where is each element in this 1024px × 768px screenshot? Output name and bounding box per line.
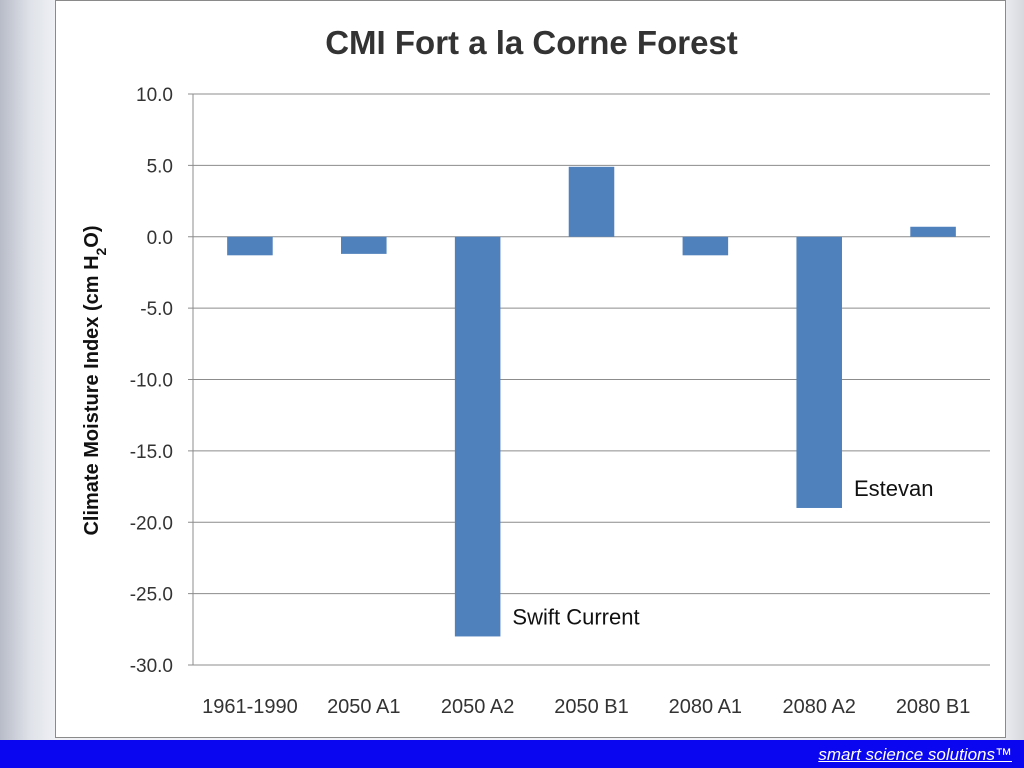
x-tick-label: 2080 B1: [896, 696, 971, 718]
y-tick-label: 0.0: [147, 228, 173, 249]
chart-svg: CMI Fort a la Corne Forest 10.0 5.0 0.0 -5.0…: [81, 24, 990, 718]
y-tick-label: -25.0: [130, 585, 173, 606]
footer-bar: smart science solutions™: [0, 740, 1024, 768]
bar-2050-a2: [454, 236, 501, 637]
footer-link[interactable]: smart science solutions™: [818, 745, 1012, 764]
y-tick-label: -5.0: [140, 299, 173, 320]
y-tick-label: -30.0: [130, 656, 173, 677]
y-axis-title-main: Climate Moisture Index (cm H: [81, 255, 103, 535]
x-tick-label: 2080 A2: [783, 696, 856, 718]
bar-2050-a1: [341, 236, 387, 254]
x-tick-label: 2050 A1: [327, 696, 400, 718]
annotation-label: Swift Current: [512, 604, 639, 629]
y-axis-title: Climate Moisture Index (cm H2O): [81, 225, 109, 535]
annotation-label: Estevan: [854, 476, 934, 501]
bar-2080-a1: [682, 236, 729, 256]
x-tick-label: 2050 B1: [554, 696, 629, 718]
y-axis-title-end: O): [81, 225, 103, 247]
y-axis-title-subscript: 2: [93, 247, 109, 255]
y-tick-label: -10.0: [130, 371, 173, 392]
bar-2080-b1: [910, 226, 956, 237]
y-tick-label: -15.0: [130, 442, 173, 463]
chart-panel: CMI Fort a la Corne Forest 10.0 5.0 0.0 -5.0…: [55, 0, 1006, 738]
bar-2080-a2: [796, 236, 842, 508]
y-tick-label: 5.0: [147, 156, 173, 177]
chart-title: CMI Fort a la Corne Forest: [325, 24, 738, 61]
bar-1961-1990: [227, 236, 273, 256]
y-tick-label: 10.0: [136, 85, 173, 106]
x-tick-label: 1961-1990: [202, 696, 298, 718]
bar-2050-b1: [568, 166, 615, 237]
y-tick-label: -20.0: [130, 513, 173, 534]
x-tick-label: 2080 A1: [669, 696, 742, 718]
x-tick-label: 2050 A2: [441, 696, 514, 718]
